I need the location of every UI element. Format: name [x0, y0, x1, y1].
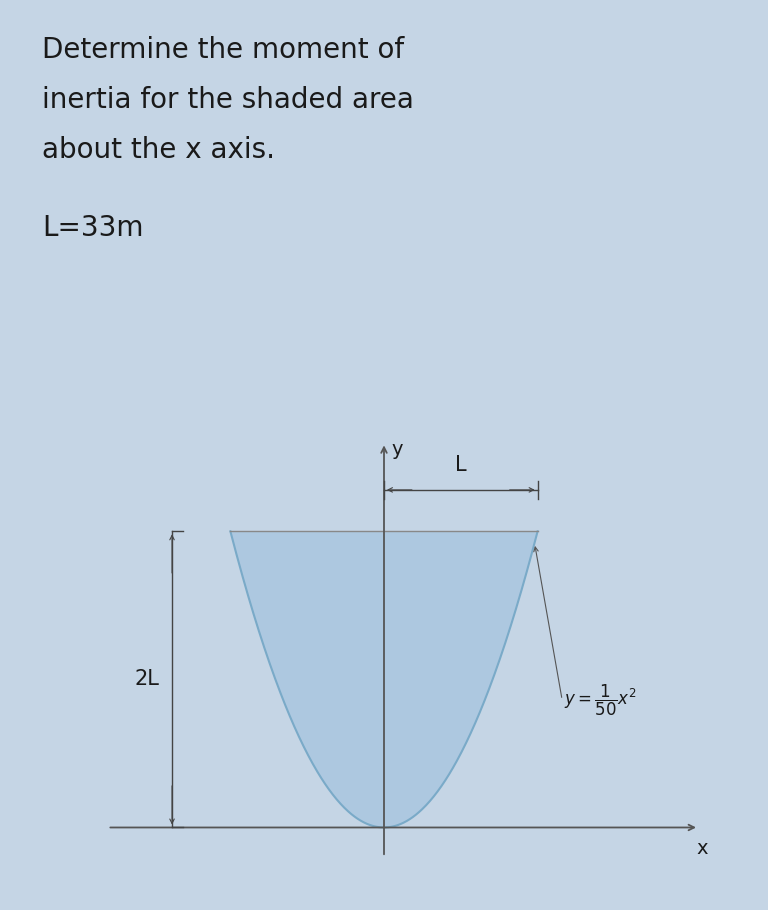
Text: y: y	[392, 440, 403, 459]
Text: 2L: 2L	[135, 670, 160, 690]
Text: x: x	[697, 839, 707, 858]
Text: about the x axis.: about the x axis.	[42, 136, 275, 165]
Text: Determine the moment of: Determine the moment of	[42, 36, 405, 65]
Polygon shape	[230, 531, 538, 827]
Text: inertia for the shaded area: inertia for the shaded area	[42, 86, 414, 115]
Text: L=33m: L=33m	[42, 214, 144, 242]
Text: $y = \dfrac{1}{50}x^2$: $y = \dfrac{1}{50}x^2$	[564, 682, 637, 718]
Text: L: L	[455, 455, 467, 475]
